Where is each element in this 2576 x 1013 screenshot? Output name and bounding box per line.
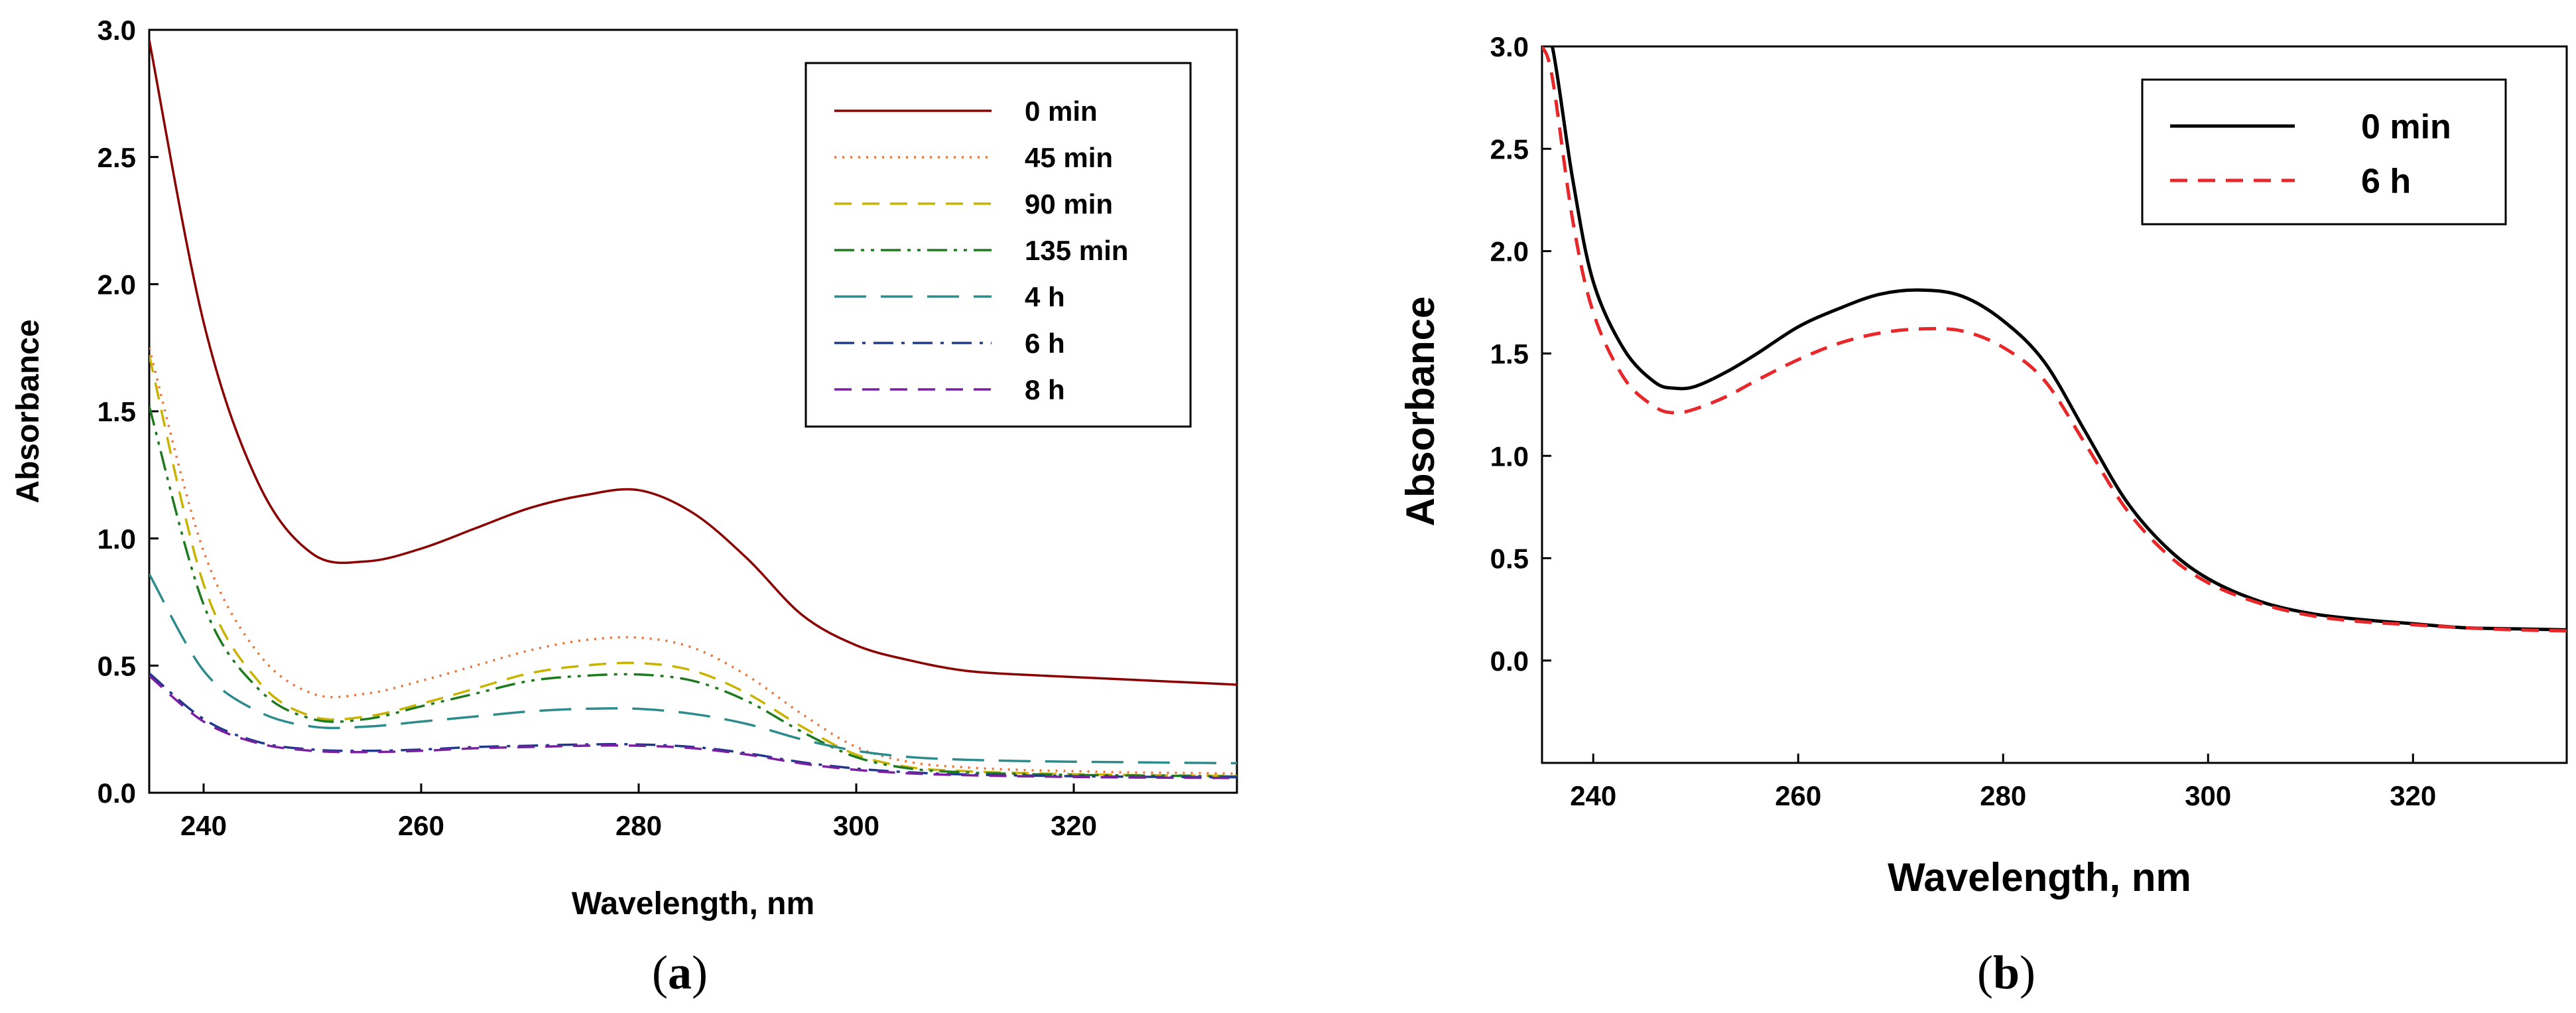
- panel-a-legend: 0 min 45 min 90 min 135 min 4 h 6 h 8 h: [805, 62, 1192, 428]
- panel-a-legend-label-6-h: 6 h: [1025, 328, 1065, 359]
- panel-a-y-axis-label: Absorbance: [11, 319, 46, 503]
- panel-b-y-tick-label: 2.5: [1490, 133, 1529, 165]
- panel-b-label-letter: b: [1993, 946, 2020, 999]
- panel-a-series-line-135-min: [149, 405, 1237, 778]
- panel-b-y-tick-label: 1.5: [1490, 338, 1529, 370]
- panel-a-y-tick-label: 2.0: [97, 269, 136, 300]
- panel-a-label-letter: a: [668, 946, 692, 999]
- panel-b-series-line-0-min: [1542, 46, 2567, 632]
- panel-a-series-group: [149, 39, 1237, 779]
- panel-b-y-ticks: 0.0 0.5 1.0 1.5 2.0 2.5 3.0: [1490, 31, 1551, 677]
- panel-b-x-tick-label: 300: [2185, 780, 2231, 811]
- panel-a-y-tick-label: 3.0: [97, 15, 136, 46]
- panel-b-x-tick-label: 320: [2390, 780, 2436, 811]
- panel-b-y-tick-label: 2.0: [1490, 236, 1529, 267]
- panel-a-label-open-paren: (: [652, 946, 668, 999]
- panel-a-series-line-6-h: [149, 672, 1237, 779]
- panel-b-x-tick-label: 280: [1980, 780, 2026, 811]
- panel-a-y-tick-label: 2.5: [97, 142, 136, 173]
- panel-a-legend-label-4-h: 4 h: [1025, 281, 1065, 312]
- panel-a-y-tick-label: 1.5: [97, 396, 136, 427]
- panel-a-legend-label-135-min: 135 min: [1025, 235, 1128, 266]
- panel-a-series-line-8-h: [149, 675, 1237, 779]
- panel-a-legend-label-45-min: 45 min: [1025, 142, 1113, 173]
- panel-b-y-tick-label: 0.0: [1490, 645, 1529, 677]
- panel-b: 0.0 0.5 1.0 1.5 2.0 2.5 3.0 240 260 280 300 320 Wa…: [1398, 31, 2568, 999]
- panel-a-legend-label-0-min: 0 min: [1025, 96, 1098, 127]
- panel-b-x-axis-label: Wavelength, nm: [1888, 855, 2191, 900]
- panel-b-y-tick-label: 1.0: [1490, 440, 1529, 472]
- panel-b-y-tick-label: 3.0: [1490, 31, 1529, 62]
- panel-a-legend-items: 0 min 45 min 90 min 135 min 4 h 6 h 8 h: [834, 96, 1128, 405]
- panel-b-series-group: [1542, 46, 2567, 633]
- panel-b-series-line-6-h: [1542, 46, 2567, 633]
- panel-a-series-line-0-min: [149, 39, 1237, 686]
- panel-a-x-tick-label: 280: [615, 810, 662, 841]
- panel-a-series-line-4-h: [149, 573, 1237, 765]
- panel-a: 0.0 0.5 1.0 1.5 2.0 2.5 3.0 240 260 280 300 320 Wa…: [11, 15, 1238, 999]
- panel-b-y-axis-label: Absorbance: [1398, 297, 1443, 527]
- panel-a-label-close-paren: ): [692, 946, 708, 999]
- panel-b-x-tick-label: 240: [1570, 780, 1616, 811]
- panel-b-plot-frame: [1541, 45, 2568, 764]
- panel-b-legend-box: [2141, 78, 2507, 226]
- panel-b-legend-label-0-min: 0 min: [2361, 108, 2451, 147]
- panel-a-x-tick-label: 260: [398, 810, 444, 841]
- panel-a-x-tick-label: 320: [1051, 810, 1097, 841]
- panel-b-legend: 0 min 6 h: [2141, 78, 2507, 226]
- panel-a-x-axis-label: Wavelength, nm: [572, 886, 814, 921]
- panel-a-legend-box: [805, 62, 1192, 428]
- panel-b-y-tick-label: 0.5: [1490, 543, 1529, 574]
- panel-b-label: (b): [1977, 946, 2035, 999]
- panel-a-legend-label-90-min: 90 min: [1025, 188, 1113, 220]
- panel-a-x-tick-label: 240: [180, 810, 227, 841]
- panel-b-legend-label-6-h: 6 h: [2361, 163, 2411, 201]
- panel-b-label-open-paren: (: [1977, 946, 1993, 999]
- panel-a-x-tick-label: 300: [833, 810, 879, 841]
- panel-a-y-tick-label: 0.5: [97, 650, 136, 681]
- panel-a-y-tick-label: 0.0: [97, 777, 136, 809]
- panel-a-y-tick-label: 1.0: [97, 523, 136, 555]
- panel-a-label: (a): [652, 946, 708, 999]
- panel-b-x-ticks: 240 260 280 300 320: [1570, 754, 2436, 811]
- panel-b-x-tick-label: 260: [1775, 780, 1821, 811]
- panel-a-y-ticks: 0.0 0.5 1.0 1.5 2.0 2.5 3.0: [97, 15, 159, 809]
- panel-a-series-line-45-min: [149, 347, 1237, 776]
- panel-a-x-ticks: 240 260 280 300 320: [180, 783, 1097, 841]
- panel-b-legend-items: 0 min 6 h: [2170, 108, 2451, 201]
- panel-b-label-close-paren: ): [2020, 946, 2035, 999]
- panel-a-legend-label-8-h: 8 h: [1025, 374, 1065, 405]
